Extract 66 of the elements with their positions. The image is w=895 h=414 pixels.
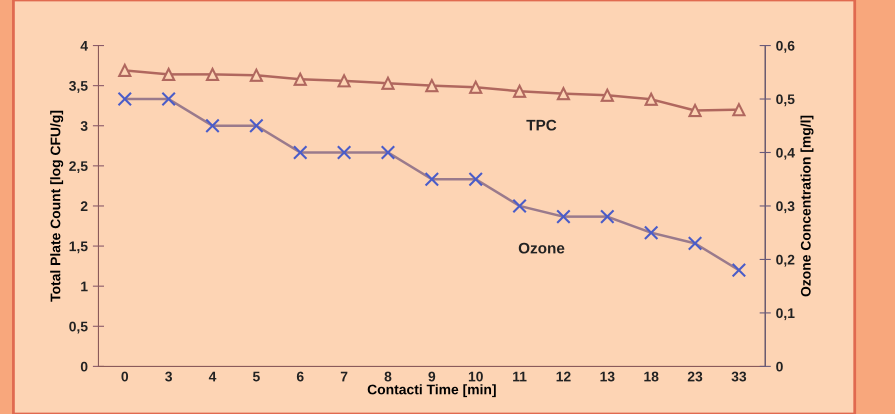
point — [117, 92, 132, 106]
point — [732, 262, 746, 278]
y-tick-label: 2,5 — [69, 161, 88, 174]
x-tick-label: 11 — [513, 372, 527, 382]
point — [338, 74, 351, 88]
y2-tick-label: 0 — [776, 362, 783, 372]
x-tick-label: 8 — [384, 372, 392, 382]
y2-tick-label: 0,4 — [776, 148, 795, 160]
point — [336, 145, 352, 160]
y2-tick-label: 0,1 — [776, 308, 795, 320]
point — [161, 92, 176, 106]
y-tick-label: 4 — [80, 41, 88, 51]
point — [512, 84, 526, 98]
y-axis-title: Total Plate Count [log CFU/g] — [50, 110, 64, 302]
x-tick-label: 0 — [121, 372, 128, 382]
point — [424, 172, 440, 187]
x-tick-label: 18 — [644, 372, 658, 382]
x-tick-label: 10 — [468, 372, 483, 382]
x-tick-label: 12 — [556, 372, 571, 382]
y-tick-label: 1 — [81, 282, 88, 292]
x-tick-label: 9 — [428, 372, 436, 382]
point — [468, 172, 483, 187]
series-label: Ozone — [518, 242, 564, 254]
point — [600, 88, 614, 102]
y-tick-label: 2 — [80, 201, 88, 211]
series-label: TPC — [526, 120, 556, 131]
point — [644, 92, 658, 106]
point — [688, 104, 702, 118]
y-tick-label: 3,5 — [69, 80, 88, 93]
x-tick-label: 13 — [600, 372, 615, 382]
x-tick-label: 3 — [165, 372, 172, 382]
point — [249, 118, 264, 134]
point — [380, 145, 396, 160]
point — [162, 68, 176, 82]
y2-axis-title: Ozone Concentration [mg/l] — [800, 116, 814, 296]
point — [688, 236, 702, 251]
y2-tick-label: 0,3 — [776, 201, 794, 214]
x-axis-title: Contacti Time [min] — [368, 384, 496, 398]
y-tick-label: 0 — [80, 362, 88, 372]
y2-tick-label: 0,5 — [776, 94, 795, 106]
point — [644, 225, 658, 240]
point — [206, 68, 220, 82]
point — [250, 68, 263, 82]
x-tick-label: 7 — [340, 372, 348, 382]
y-tick-label: 0,5 — [69, 322, 88, 334]
point — [292, 145, 308, 160]
y2-tick-label: 0,2 — [776, 254, 794, 267]
point — [512, 198, 527, 214]
point — [556, 209, 571, 224]
point — [732, 103, 746, 116]
y2-tick-label: 0,6 — [776, 40, 794, 53]
y-tick-label: 3 — [80, 121, 88, 131]
point — [118, 64, 132, 78]
x-tick-label: 5 — [252, 372, 260, 382]
point — [205, 118, 220, 134]
point — [600, 209, 615, 224]
point — [556, 87, 570, 100]
x-tick-label: 4 — [208, 372, 216, 382]
point — [425, 79, 438, 92]
point — [381, 76, 395, 90]
x-tick-label: 23 — [688, 372, 702, 382]
y-tick-label: 1,5 — [70, 242, 88, 254]
point — [294, 72, 307, 86]
x-tick-label: 6 — [296, 372, 304, 382]
point — [469, 80, 482, 94]
x-tick-label: 33 — [732, 372, 746, 382]
